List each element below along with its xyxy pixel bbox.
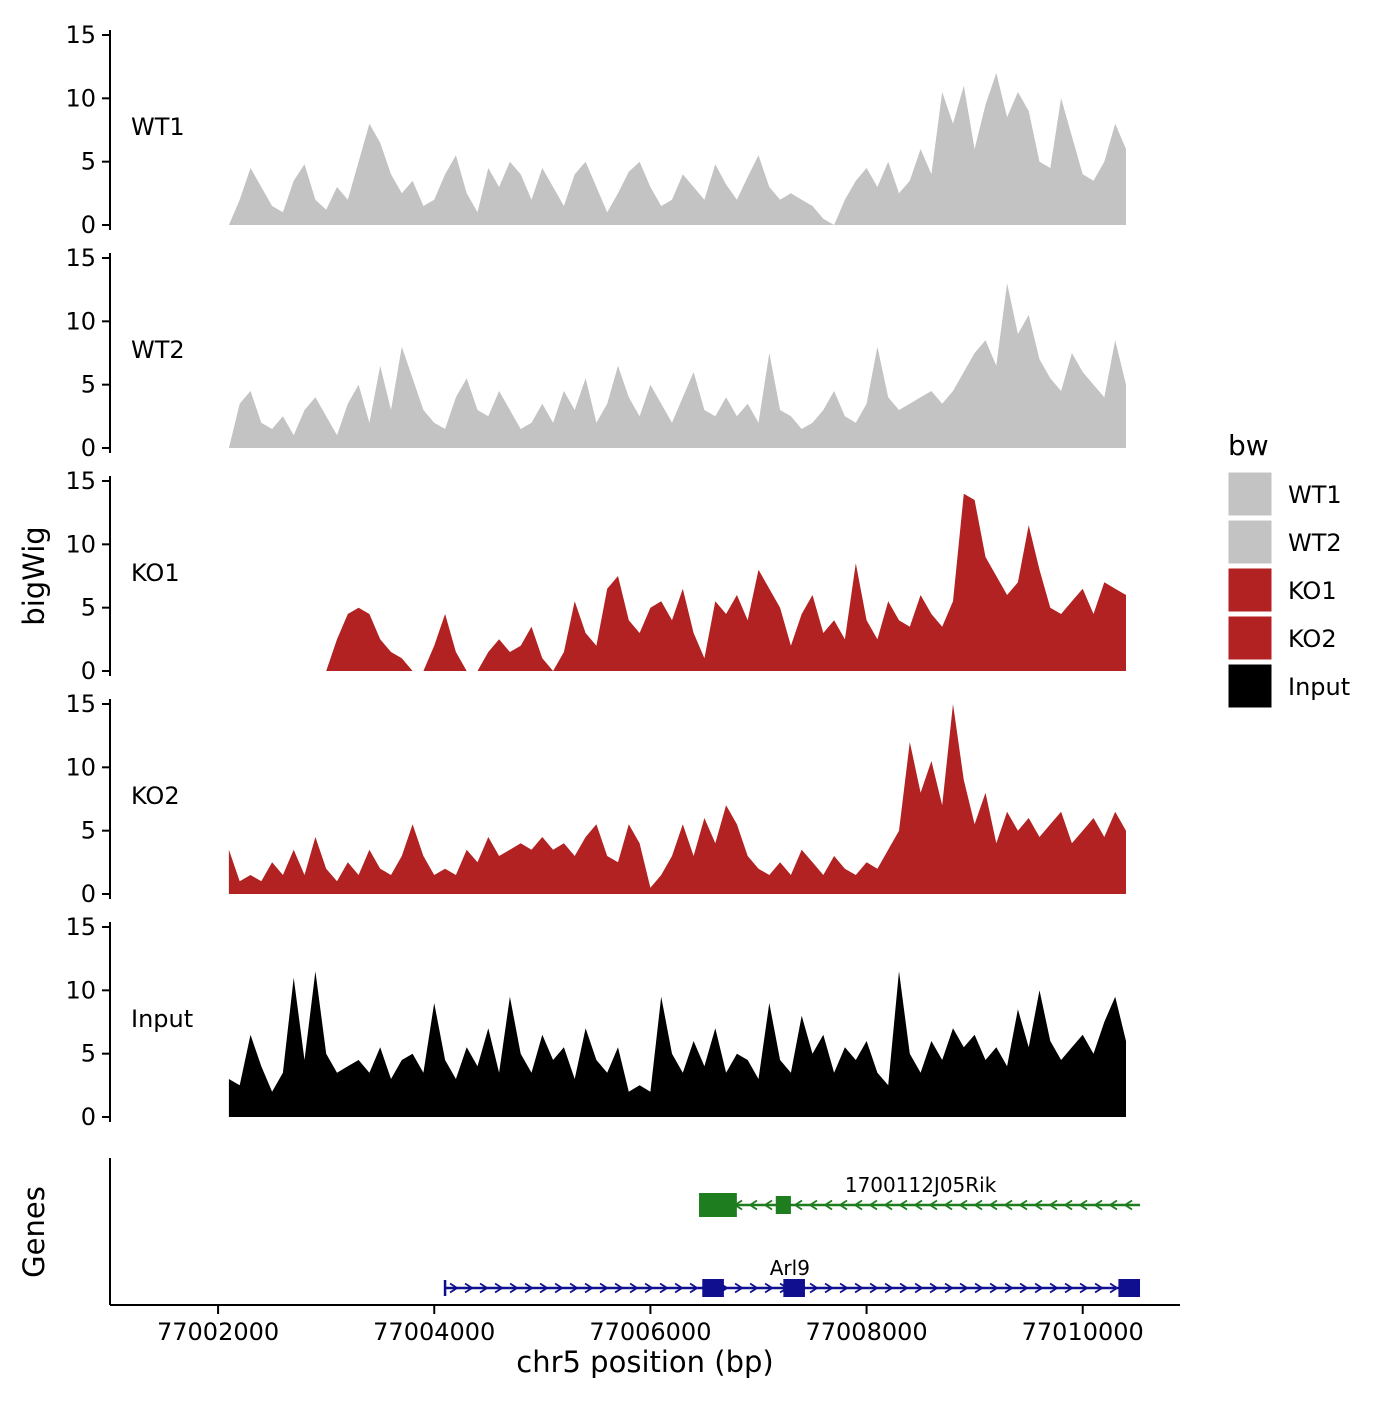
gene-name-label: 1700112J05Rik xyxy=(845,1173,997,1197)
y-tick-label: 5 xyxy=(81,817,96,845)
y-tick-label: 15 xyxy=(65,913,96,941)
x-tick-label: 77006000 xyxy=(589,1318,711,1346)
x-tick-label: 77008000 xyxy=(805,1318,927,1346)
track-label-WT2: WT2 xyxy=(131,336,185,364)
legend-swatch-KO1 xyxy=(1227,567,1273,613)
legend-swatch-Input xyxy=(1227,663,1273,709)
legend-entry-label-WT1: WT1 xyxy=(1288,481,1342,509)
y-tick-label: 5 xyxy=(81,371,96,399)
legend-entry-label-Input: Input xyxy=(1288,673,1350,701)
coverage-area-KO2 xyxy=(228,704,1126,894)
gene-1700112J05Rik: 1700112J05Rik xyxy=(699,1173,1141,1217)
gene-name-label: Arl9 xyxy=(770,1256,810,1280)
y-tick-label: 5 xyxy=(81,148,96,176)
track-label-KO1: KO1 xyxy=(131,559,180,587)
track-label-Input: Input xyxy=(131,1005,193,1033)
x-tick-label: 77010000 xyxy=(1022,1318,1144,1346)
y-tick-label: 10 xyxy=(65,530,96,558)
y-tick-label: 0 xyxy=(81,657,96,685)
y-tick-label: 5 xyxy=(81,1040,96,1068)
track-WT2: 0 5 10 15 WT2 xyxy=(65,244,1126,462)
y-tick-label: 15 xyxy=(65,467,96,495)
exon-box xyxy=(783,1279,805,1297)
track-Input: 0 5 10 15 Input xyxy=(65,913,1126,1131)
y-axis-title: bigWig xyxy=(17,526,51,625)
legend-swatch-WT2 xyxy=(1227,519,1273,565)
legend-entry-label-WT2: WT2 xyxy=(1288,529,1342,557)
y-tick-label: 15 xyxy=(65,21,96,49)
genes-track: 1700112J05Rik Arl9 xyxy=(109,1158,1141,1305)
y-tick-label: 10 xyxy=(65,976,96,1004)
track-WT1: 0 5 10 15 WT1 xyxy=(65,21,1126,239)
genes-axis-title: Genes xyxy=(17,1186,51,1278)
gene-Arl9: Arl9 xyxy=(443,1256,1141,1297)
y-tick-label: 15 xyxy=(65,244,96,272)
legend-swatch-KO2 xyxy=(1227,615,1273,661)
coverage-area-Input xyxy=(228,971,1126,1117)
legend-title: bw xyxy=(1228,429,1269,462)
coverage-tracks: 0 5 10 15 WT1 0 5 10 15 WT2 0 5 10 15 KO1 0 5 10 15 KO2 0 5 10… xyxy=(65,21,1126,1131)
legend-entry-label-KO2: KO2 xyxy=(1288,625,1337,653)
y-tick-label: 15 xyxy=(65,690,96,718)
track-KO1: 0 5 10 15 KO1 xyxy=(65,467,1126,685)
track-label-KO2: KO2 xyxy=(131,782,180,810)
y-tick-label: 0 xyxy=(81,434,96,462)
y-tick-label: 5 xyxy=(81,594,96,622)
legend: bw WT1 WT2 KO1 KO2 Input xyxy=(1227,429,1350,709)
x-axis-title: chr5 position (bp) xyxy=(516,1345,773,1379)
exon-box xyxy=(699,1193,737,1217)
exon-box xyxy=(1118,1279,1141,1297)
exon-box xyxy=(702,1279,724,1297)
legend-swatch-WT1 xyxy=(1227,471,1273,517)
x-tick-label: 77002000 xyxy=(157,1318,279,1346)
y-tick-label: 10 xyxy=(65,753,96,781)
strand-arrows xyxy=(449,1282,1134,1294)
coverage-area-KO1 xyxy=(228,493,1126,671)
track-KO2: 0 5 10 15 KO2 xyxy=(65,690,1126,908)
legend-entry-label-KO1: KO1 xyxy=(1288,577,1337,605)
y-tick-label: 0 xyxy=(81,1103,96,1131)
x-tick-label: 77004000 xyxy=(373,1318,495,1346)
coverage-area-WT2 xyxy=(228,283,1126,448)
exon-box xyxy=(775,1196,791,1214)
y-tick-label: 10 xyxy=(65,84,96,112)
y-tick-label: 0 xyxy=(81,211,96,239)
coverage-area-WT1 xyxy=(228,73,1126,225)
track-label-WT1: WT1 xyxy=(131,113,185,141)
y-tick-label: 0 xyxy=(81,880,96,908)
x-axis: 77002000 77004000 77006000 77008000 77010000 xyxy=(110,1304,1180,1346)
y-tick-label: 10 xyxy=(65,307,96,335)
